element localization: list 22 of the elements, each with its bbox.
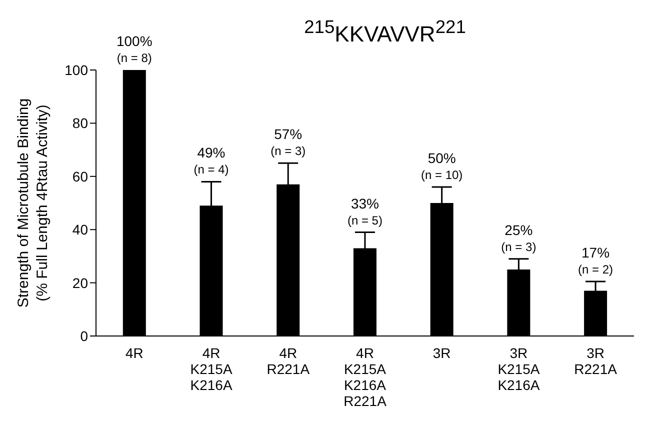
y-tick-label: 20: [72, 274, 88, 291]
y-tick-label: 40: [72, 222, 88, 238]
data-label: 33% (n = 5): [347, 195, 382, 228]
x-tick-label: 4R R221A: [266, 345, 310, 377]
x-tick-label: 4R: [125, 345, 144, 361]
y-tick-label: 60: [72, 168, 88, 184]
x-tick-label: 3R: [432, 345, 451, 361]
x-tick-label: 3R K215A K216A: [498, 345, 540, 393]
data-label: 49% (n = 4): [194, 144, 229, 177]
y-tick-label: 0: [80, 328, 88, 344]
y-tick-label: 100: [64, 62, 88, 78]
x-tick-label: 3R R221A: [574, 345, 618, 377]
y-axis-title: Strength of Microtubule Binding (% Full Length 4Rtau Activity): [15, 98, 51, 308]
x-tick-label: 4R K215A K216A R221A: [344, 345, 388, 409]
data-label: 100% (n = 8): [116, 33, 152, 65]
data-label: 57% (n = 3): [270, 126, 306, 158]
data-label: 17% (n = 2): [578, 244, 614, 276]
data-label: 25% (n = 3): [501, 222, 536, 254]
x-tick-label: 4R K215A K216A: [190, 345, 233, 393]
data-label: 50% (n = 10): [420, 150, 463, 182]
chart-title: $^{215}$KKVAVVR$^{221}$: [304, 16, 466, 46]
y-tick-label: 80: [72, 115, 88, 132]
